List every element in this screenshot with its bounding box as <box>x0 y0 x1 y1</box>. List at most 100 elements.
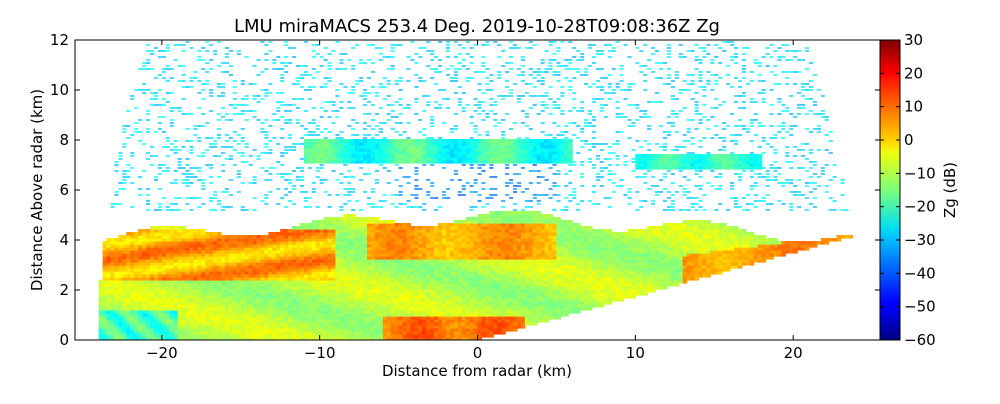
noise-cell <box>213 209 218 211</box>
reflectivity-cell <box>335 154 340 158</box>
reflectivity-cell <box>181 331 187 335</box>
reflectivity-cell <box>98 328 104 332</box>
reflectivity-cell <box>280 253 285 257</box>
noise-cell <box>292 143 297 145</box>
reflectivity-cell <box>422 247 427 251</box>
noise-cell <box>228 155 233 157</box>
noise-cell <box>209 200 214 202</box>
noise-cell <box>363 95 368 97</box>
reflectivity-cell <box>244 283 250 287</box>
reflectivity-cell <box>394 244 400 248</box>
reflectivity-cell <box>295 319 301 323</box>
reflectivity-cell <box>138 301 143 305</box>
reflectivity-cell <box>201 232 206 236</box>
reflectivity-cell <box>236 274 242 278</box>
noise-cell <box>134 107 139 109</box>
reflectivity-cell <box>153 331 159 335</box>
reflectivity-cell <box>343 334 348 338</box>
reflectivity-cell <box>402 226 408 230</box>
noise-cell <box>461 194 466 196</box>
reflectivity-cell <box>370 250 376 254</box>
noise-cell <box>390 68 395 70</box>
reflectivity-cell <box>319 256 325 260</box>
noise-cell <box>406 200 411 202</box>
reflectivity-cell <box>252 271 258 275</box>
reflectivity-cell <box>114 316 120 320</box>
reflectivity-cell <box>465 229 471 233</box>
reflectivity-cell <box>149 235 155 239</box>
reflectivity-cell <box>177 307 183 311</box>
reflectivity-cell <box>252 289 258 293</box>
reflectivity-cell <box>244 292 250 296</box>
noise-cell <box>295 98 301 100</box>
reflectivity-cell <box>438 256 443 260</box>
reflectivity-cell <box>386 148 392 152</box>
reflectivity-cell <box>319 151 325 155</box>
reflectivity-cell <box>272 262 277 266</box>
reflectivity-cell <box>370 217 376 221</box>
reflectivity-cell <box>319 283 325 287</box>
reflectivity-cell <box>284 283 289 287</box>
reflectivity-cell <box>347 241 352 245</box>
reflectivity-cell <box>240 331 246 335</box>
reflectivity-cell <box>106 268 112 272</box>
reflectivity-cell <box>252 331 258 335</box>
reflectivity-cell <box>406 322 412 326</box>
reflectivity-cell <box>146 277 151 281</box>
reflectivity-cell <box>102 247 108 251</box>
reflectivity-cell <box>288 313 293 317</box>
reflectivity-cell <box>106 244 112 248</box>
noise-cell <box>331 104 336 106</box>
reflectivity-cell <box>142 256 147 260</box>
reflectivity-cell <box>402 232 408 236</box>
reflectivity-cell <box>118 241 123 245</box>
noise-cell <box>189 80 194 82</box>
reflectivity-cell <box>386 292 392 296</box>
reflectivity-cell <box>244 277 250 281</box>
noise-cell <box>256 155 261 157</box>
reflectivity-cell <box>221 271 226 275</box>
reflectivity-cell <box>445 151 451 155</box>
reflectivity-cell <box>351 259 356 263</box>
reflectivity-cell <box>146 280 151 284</box>
reflectivity-cell <box>228 253 234 257</box>
reflectivity-cell <box>307 295 313 299</box>
reflectivity-cell <box>292 301 297 305</box>
noise-cell <box>221 116 226 118</box>
noise-cell <box>169 68 174 70</box>
reflectivity-cell <box>434 235 439 239</box>
noise-cell <box>228 50 233 52</box>
reflectivity-cell <box>193 334 198 338</box>
reflectivity-cell <box>232 238 238 242</box>
reflectivity-cell <box>213 256 218 260</box>
reflectivity-cell <box>126 247 131 251</box>
noise-cell <box>272 113 277 115</box>
reflectivity-cell <box>189 307 194 311</box>
reflectivity-cell <box>430 247 435 251</box>
reflectivity-cell <box>299 307 305 311</box>
reflectivity-cell <box>461 154 467 158</box>
reflectivity-cell <box>441 232 447 236</box>
noise-cell <box>276 173 281 175</box>
reflectivity-cell <box>347 316 352 320</box>
reflectivity-cell <box>355 265 360 269</box>
reflectivity-cell <box>441 262 447 266</box>
reflectivity-cell <box>232 274 238 278</box>
reflectivity-cell <box>110 283 116 287</box>
reflectivity-cell <box>118 289 123 293</box>
reflectivity-cell <box>335 262 340 266</box>
noise-cell <box>161 50 166 52</box>
reflectivity-cell <box>138 328 143 332</box>
reflectivity-cell <box>106 304 112 308</box>
reflectivity-cell <box>343 319 348 323</box>
reflectivity-cell <box>414 253 419 257</box>
reflectivity-cell <box>153 226 159 230</box>
reflectivity-cell <box>410 142 415 146</box>
noise-cell <box>240 137 245 139</box>
reflectivity-cell <box>386 145 392 149</box>
reflectivity-cell <box>351 328 356 332</box>
reflectivity-cell <box>181 304 187 308</box>
noise-cell <box>335 179 340 181</box>
noise-cell <box>157 206 162 208</box>
noise-cell <box>319 182 324 184</box>
